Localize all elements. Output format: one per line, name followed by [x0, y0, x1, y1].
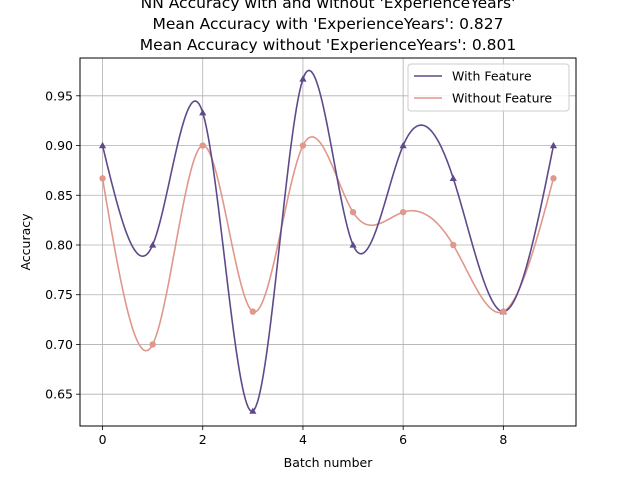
- plot-area: [98, 69, 558, 414]
- data-point-with-feature: [98, 141, 107, 149]
- legend-label: Without Feature: [452, 91, 552, 106]
- data-point-without-feature: [99, 175, 106, 182]
- x-tick-label: 2: [199, 432, 207, 447]
- x-axis-label: Batch number: [284, 455, 374, 470]
- series-line-with-feature: [101, 69, 555, 413]
- title-line-1: NN Accuracy with and without 'Experience…: [141, 0, 516, 12]
- x-tick-label: 4: [299, 432, 307, 447]
- data-point-without-feature: [149, 341, 156, 348]
- x-axis-ticks: 0 2 4 6 8: [99, 426, 507, 447]
- data-point-without-feature: [299, 142, 307, 149]
- legend-box: [407, 63, 570, 112]
- series-line-without-feature: [101, 136, 555, 352]
- x-tick-label: 8: [499, 432, 507, 447]
- data-point-without-feature: [399, 208, 407, 216]
- y-tick-label: 0.65: [45, 387, 73, 402]
- axes-frame: [79, 57, 577, 427]
- data-point-with-feature: [399, 141, 407, 149]
- data-point-without-feature: [550, 175, 557, 182]
- data-point-with-feature: [149, 241, 157, 248]
- grid: [80, 58, 576, 426]
- data-point-with-feature: [249, 407, 257, 414]
- data-point-with-feature: [299, 75, 307, 82]
- y-axis-ticks: 0.65 0.70 0.75 0.80 0.85 0.90 0.95: [45, 88, 80, 402]
- y-tick-label: 0.70: [45, 337, 73, 352]
- title-line-3: Mean Accuracy without 'ExperienceYears':…: [140, 36, 516, 54]
- y-tick-label: 0.95: [45, 88, 73, 103]
- y-tick-label: 0.90: [45, 138, 73, 153]
- title-line-2: Mean Accuracy with 'ExperienceYears': 0.…: [152, 15, 503, 33]
- x-tick-label: 6: [399, 432, 407, 447]
- data-point-with-feature: [349, 241, 357, 248]
- y-axis-label: Accuracy: [18, 213, 33, 271]
- data-point-without-feature: [249, 308, 257, 315]
- data-point-without-feature: [500, 308, 507, 315]
- data-point-with-feature: [199, 109, 207, 116]
- x-tick-label: 0: [99, 432, 107, 447]
- y-tick-label: 0.75: [45, 287, 73, 302]
- data-point-without-feature: [349, 208, 357, 216]
- chart-title: NN Accuracy with and without 'Experience…: [140, 0, 516, 54]
- y-tick-label: 0.85: [45, 188, 73, 203]
- data-point-with-feature: [449, 174, 457, 182]
- legend: With Feature Without Feature: [407, 63, 570, 112]
- y-tick-label: 0.80: [45, 237, 73, 252]
- data-point-without-feature: [450, 241, 457, 249]
- data-point-without-feature: [199, 142, 206, 149]
- data-point-with-feature: [549, 141, 558, 149]
- legend-label: With Feature: [452, 69, 532, 84]
